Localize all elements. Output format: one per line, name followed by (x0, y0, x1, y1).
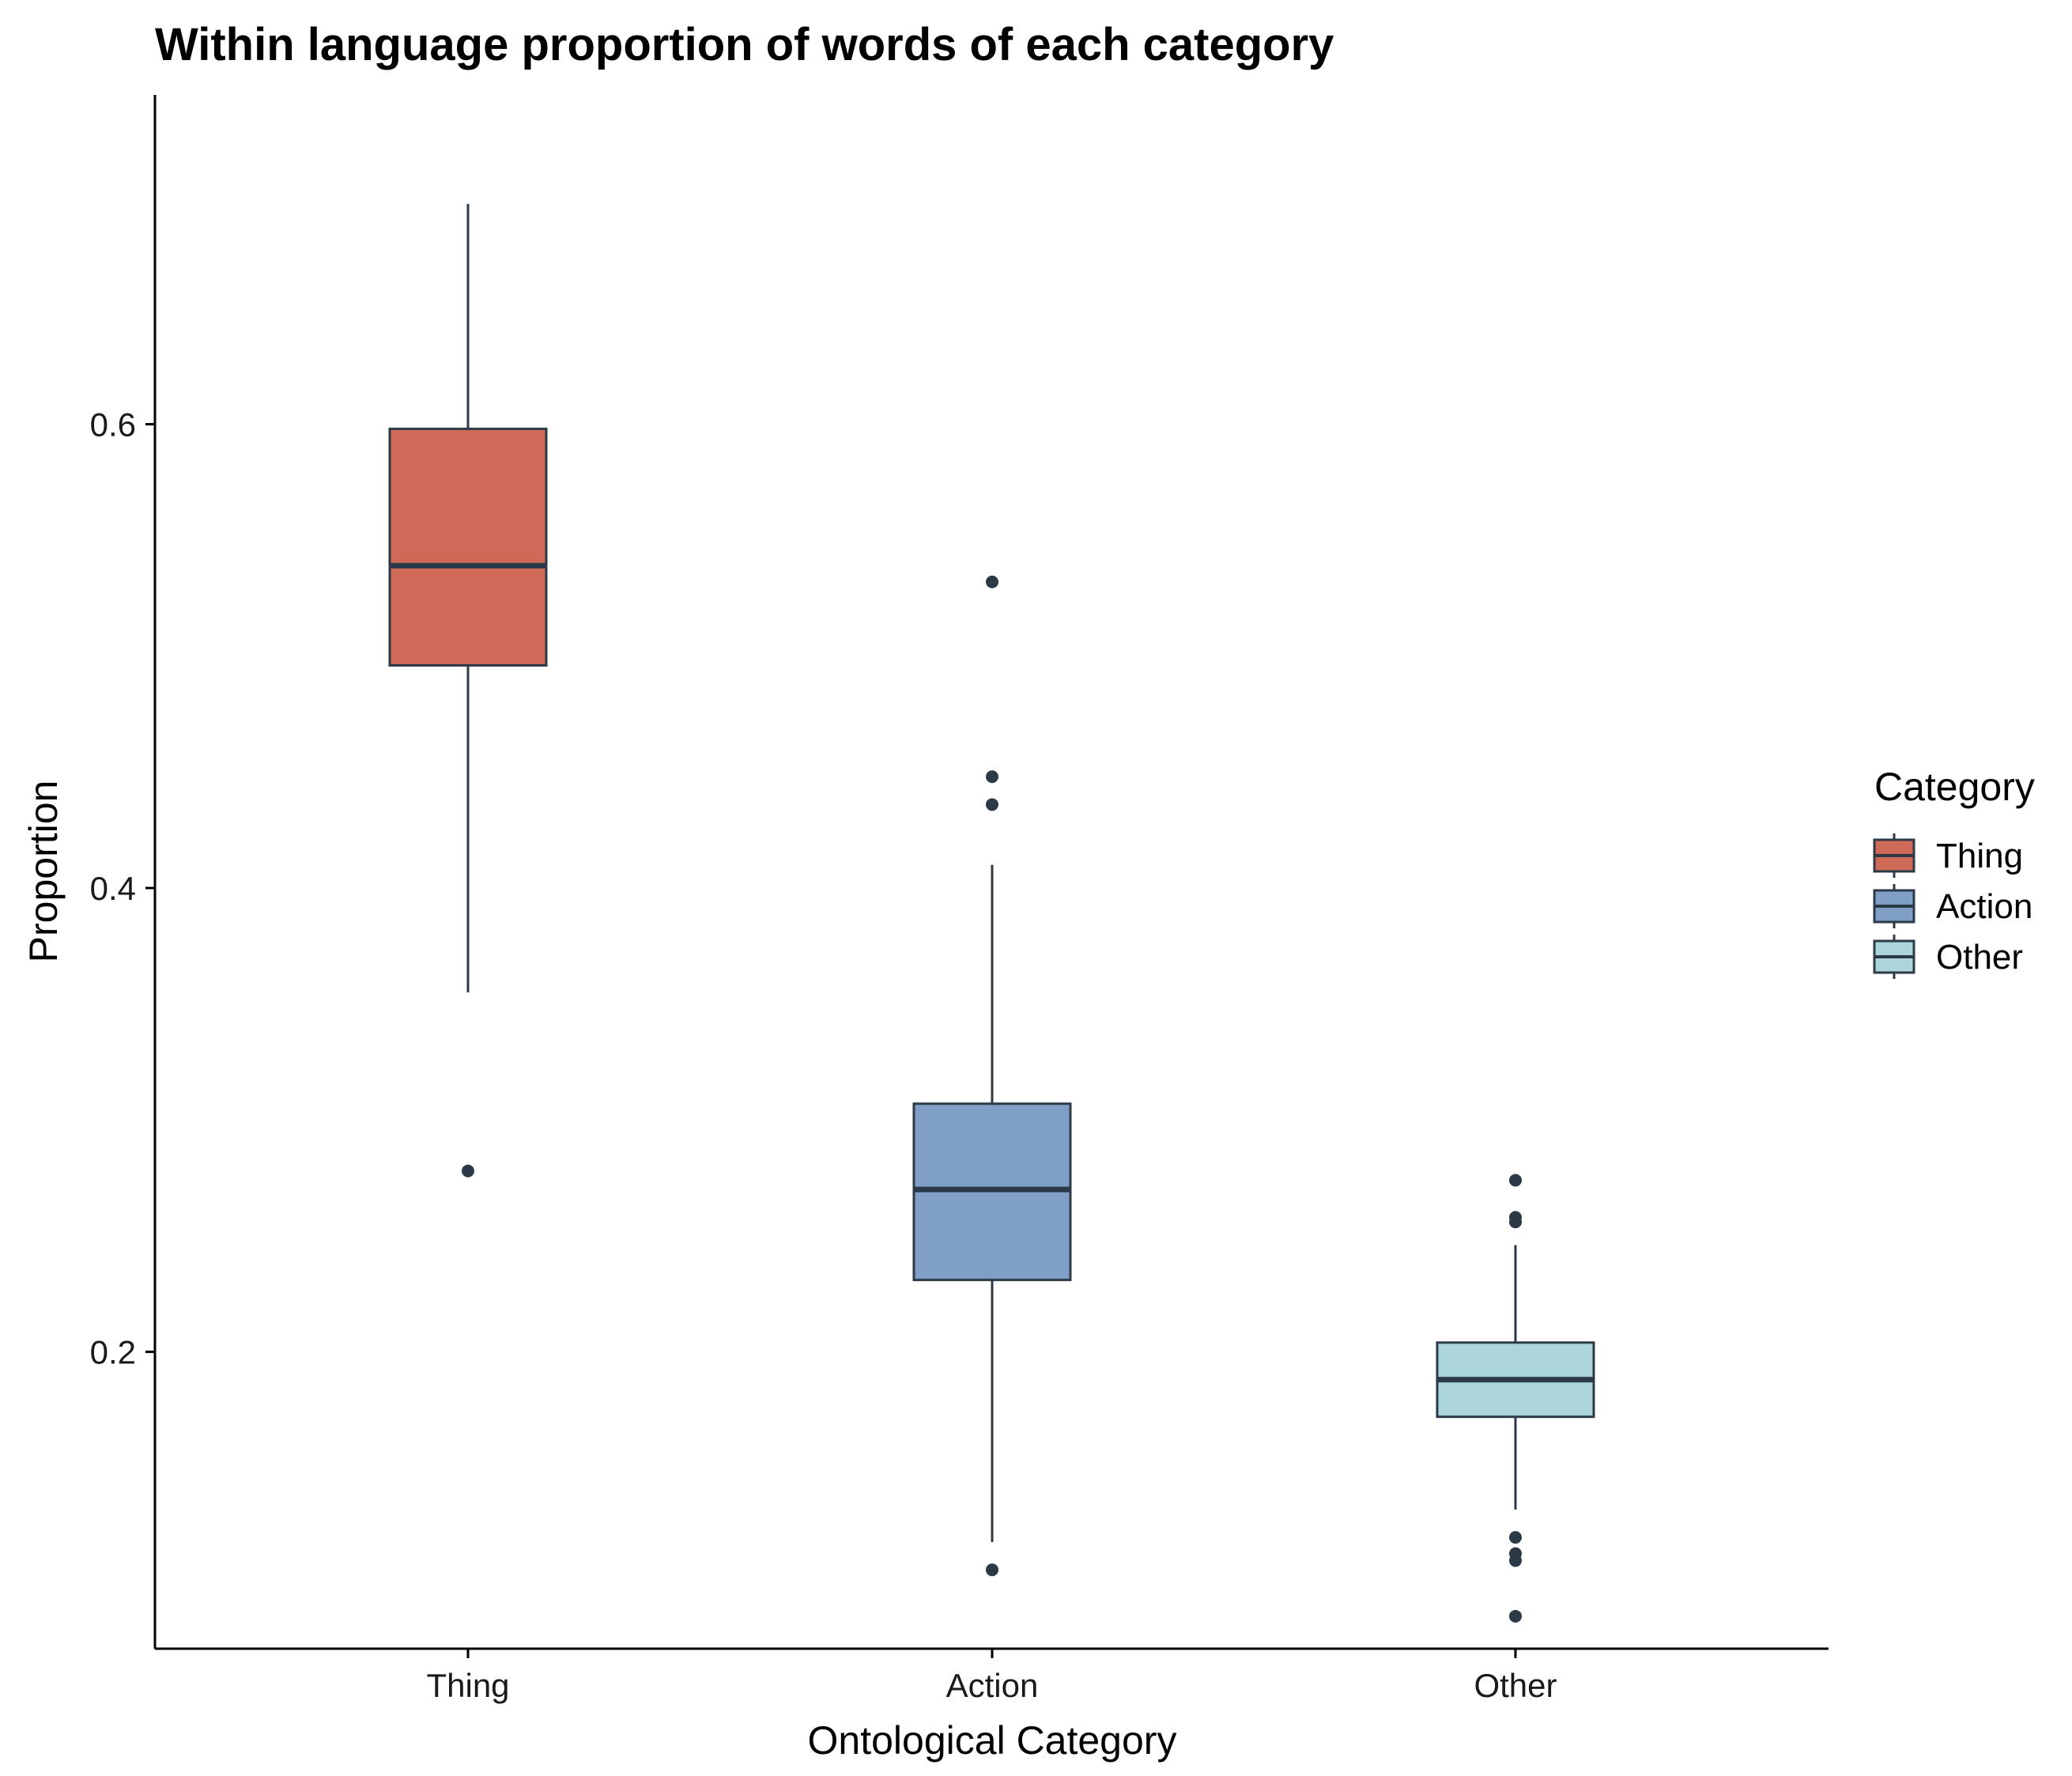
outlier-point-action-4 (986, 1563, 998, 1577)
legend-item-thing: Thing (1873, 833, 2023, 878)
outlier-point-other-4 (1509, 1531, 1522, 1544)
legend-item-action: Action (1873, 884, 2032, 928)
y-tick-label-1: 0.2 (90, 1334, 136, 1371)
legend-label-other: Other (1936, 938, 2023, 977)
outlier-point-action-1 (986, 575, 998, 588)
box-group-other (1436, 1173, 1595, 1623)
x-tick-label-action: Action (946, 1667, 1039, 1704)
x-tick-label-other: Other (1474, 1667, 1557, 1704)
legend-item-other: Other (1873, 935, 2023, 979)
outlier-point-other-3 (1509, 1215, 1522, 1229)
outlier-point-action-2 (986, 770, 998, 784)
box-thing (388, 427, 548, 667)
x-axis-ticks: Thing Action Other (426, 1649, 1557, 1704)
legend-label-action: Action (1936, 887, 2032, 926)
chart-title: Within language proportion of words of e… (155, 19, 1334, 70)
legend-title: Category (1874, 765, 2035, 809)
y-axis-ticks: 0.2 0.4 0.6 (90, 406, 155, 1371)
y-tick-label-3: 0.6 (90, 406, 136, 443)
y-tick-label-2: 0.4 (90, 870, 136, 907)
y-axis-title: Proportion (21, 780, 66, 963)
outlier-point-thing-1 (462, 1164, 474, 1177)
box-group-thing (388, 203, 548, 1177)
legend: Category Thing Action Other (1873, 765, 2035, 979)
x-tick-label-thing: Thing (426, 1667, 509, 1704)
outlier-point-other-6 (1509, 1554, 1522, 1567)
outlier-point-other-7 (1509, 1609, 1522, 1623)
legend-label-thing: Thing (1936, 837, 2023, 875)
plot-area (388, 203, 1595, 1623)
outlier-point-other-1 (1509, 1173, 1522, 1187)
x-axis-title: Ontological Category (808, 1718, 1177, 1763)
outlier-point-action-3 (986, 798, 998, 811)
box-group-action (912, 575, 1072, 1577)
